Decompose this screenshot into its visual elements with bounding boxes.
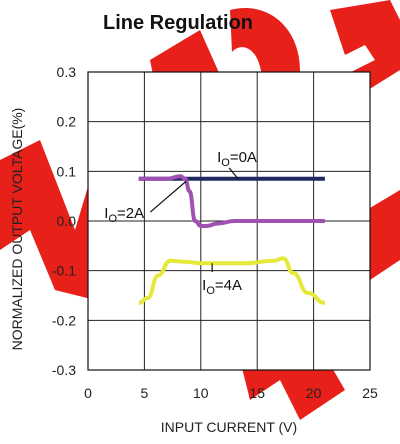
x-axis-label: INPUT CURRENT (V) bbox=[161, 419, 297, 435]
watermark-letter-e bbox=[330, 0, 400, 95]
y-tick-label: -0.2 bbox=[52, 312, 76, 328]
plot-frame bbox=[87, 71, 371, 371]
series-label: IO=0A bbox=[217, 149, 257, 169]
x-tick-label: 25 bbox=[362, 385, 378, 401]
series-label: IO=4A bbox=[202, 277, 242, 297]
series-line bbox=[138, 256, 326, 305]
y-axis-label: NORMALIZED OUTPUT VOLTAGE(%) bbox=[9, 108, 25, 351]
y-tick-label: 0.2 bbox=[57, 114, 77, 130]
y-tick-label: 0.1 bbox=[57, 163, 77, 179]
series-label: IO=2A bbox=[104, 205, 144, 225]
leader-line bbox=[228, 167, 239, 180]
series-labels: IO=0A IO=2A IO=4A bbox=[104, 149, 257, 297]
tick-labels: 0 5 10 15 20 25 0.3 0.2 0.1 0.0 -0.1 -0.2 -0.3 bbox=[52, 64, 378, 401]
series-line bbox=[138, 174, 325, 228]
series-layer bbox=[138, 174, 326, 305]
x-tick-label: 10 bbox=[193, 385, 209, 401]
x-tick-label: 15 bbox=[249, 385, 265, 401]
y-tick-label: -0.1 bbox=[52, 263, 76, 279]
x-tick-label: 5 bbox=[141, 385, 149, 401]
leader-line bbox=[149, 180, 187, 213]
y-tick-label: 0.0 bbox=[57, 213, 77, 229]
y-tick-label: 0.3 bbox=[57, 64, 77, 80]
chart-title: Line Regulation bbox=[103, 12, 253, 34]
x-tick-label: 20 bbox=[306, 385, 322, 401]
y-tick-label: -0.3 bbox=[52, 362, 76, 378]
x-tick-label: 0 bbox=[84, 385, 92, 401]
